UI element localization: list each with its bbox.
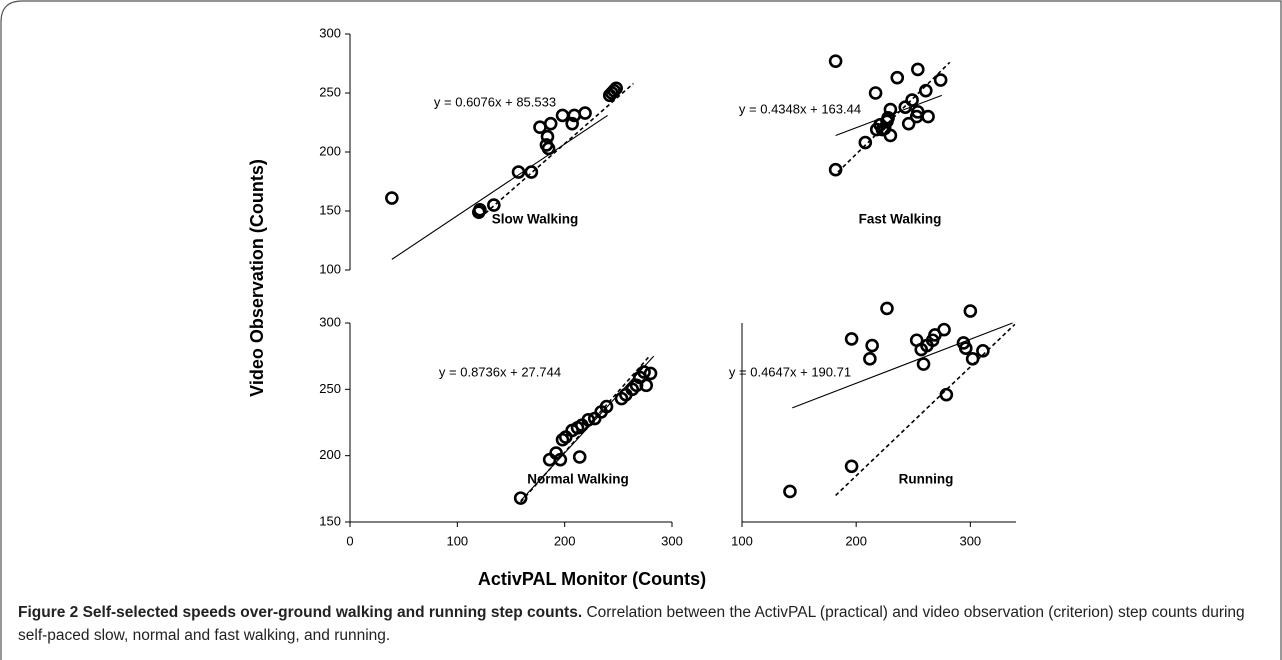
point <box>844 459 859 474</box>
caption-title: Figure 2 Self-selected speeds over-groun… <box>18 604 583 621</box>
y-tick-label: 150 <box>319 202 341 217</box>
y-tick-label: 200 <box>319 143 341 158</box>
equation: y = 0.4647x + 190.71 <box>729 364 851 379</box>
caption-text: Correlation between the ActivPAL (practi… <box>18 604 1245 644</box>
y-tick-label: 200 <box>319 447 341 462</box>
point <box>643 366 658 381</box>
dashed-line <box>484 82 634 214</box>
x-tick-label: 300 <box>959 533 981 548</box>
panel-title: Slow Walking <box>492 212 579 227</box>
equation: y = 0.8736x + 27.744 <box>439 364 561 379</box>
point <box>905 93 919 107</box>
panel-title: Normal Walking <box>527 472 629 487</box>
point <box>828 54 843 68</box>
x-tick-label: 300 <box>661 533 683 548</box>
point <box>511 165 526 179</box>
y-tick-label: 300 <box>319 25 341 40</box>
dashed-line <box>520 355 651 503</box>
point <box>565 116 579 131</box>
point <box>939 387 954 402</box>
dashed-line <box>835 323 1016 497</box>
point <box>958 341 973 356</box>
y-tick-label: 250 <box>319 84 341 99</box>
point <box>487 198 501 212</box>
y-axis-label: Video Observation (Counts) <box>247 159 267 397</box>
point <box>639 378 654 393</box>
point <box>599 399 614 414</box>
y-tick-label: 150 <box>319 513 341 528</box>
fit-line <box>391 114 608 260</box>
point <box>609 81 623 96</box>
point <box>578 106 592 120</box>
x-tick-label: 0 <box>346 533 353 548</box>
point <box>933 73 948 87</box>
point <box>524 165 539 179</box>
y-tick-label: 250 <box>319 381 341 396</box>
point <box>540 129 555 144</box>
point <box>581 413 596 427</box>
point <box>858 135 873 150</box>
equation: y = 0.4348x + 163.44 <box>739 101 861 116</box>
y-tick-label: 300 <box>319 314 341 329</box>
point <box>921 109 935 124</box>
point <box>883 102 898 117</box>
point <box>543 116 558 131</box>
x-tick-label: 100 <box>731 533 753 548</box>
point <box>868 86 883 100</box>
point <box>828 162 843 177</box>
point <box>555 108 570 123</box>
point <box>963 304 978 318</box>
point <box>911 62 925 77</box>
point <box>865 338 879 353</box>
fit-line <box>792 322 1013 409</box>
point <box>909 109 924 124</box>
point <box>919 83 933 98</box>
point <box>783 484 797 499</box>
point <box>629 378 644 393</box>
x-tick-label: 200 <box>845 533 867 548</box>
point <box>385 191 399 205</box>
point <box>965 352 980 366</box>
point <box>637 365 651 379</box>
point <box>875 122 890 137</box>
point <box>937 322 951 337</box>
point <box>916 357 931 371</box>
point <box>898 100 913 114</box>
point <box>863 352 877 366</box>
point <box>890 70 905 85</box>
point <box>558 430 573 444</box>
point <box>901 116 916 131</box>
x-axis-label: ActivPAL Monitor (Counts) <box>478 569 706 589</box>
point <box>607 83 621 98</box>
point <box>542 452 557 467</box>
point <box>572 450 587 464</box>
y-tick-label: 100 <box>319 261 341 276</box>
point <box>976 344 990 358</box>
x-tick-label: 200 <box>554 533 576 548</box>
point <box>880 301 894 316</box>
point <box>473 203 487 217</box>
point <box>869 122 884 137</box>
panel-title: Running <box>899 472 954 487</box>
panel-title: Fast Walking <box>859 212 942 227</box>
caption: Figure 2 Self-selected speeds over-groun… <box>18 601 1268 647</box>
point <box>844 332 859 346</box>
x-tick-label: 100 <box>446 533 468 548</box>
equation: y = 0.6076x + 85.533 <box>434 94 556 109</box>
point <box>541 141 556 156</box>
point <box>553 452 568 467</box>
point <box>513 491 528 505</box>
